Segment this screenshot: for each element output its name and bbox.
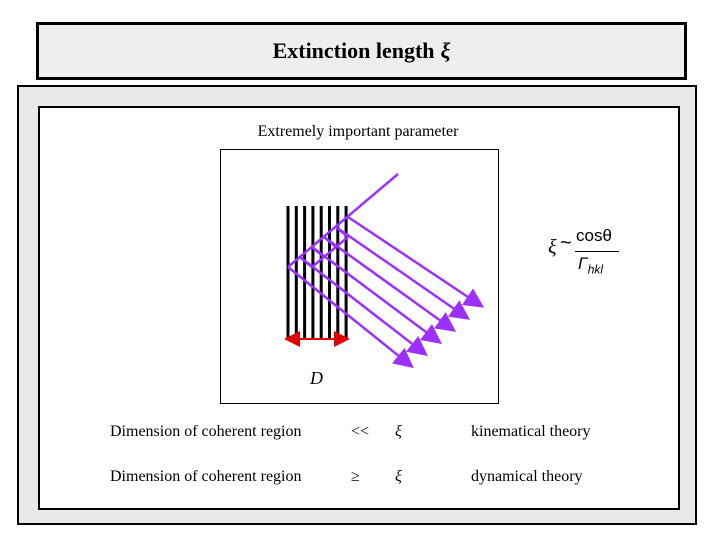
- diffracted-beam: [311, 245, 443, 344]
- dimension-label: D: [309, 368, 323, 388]
- row-operator: ≥: [351, 468, 360, 485]
- beam-connector: [311, 246, 325, 258]
- beam-connector: [323, 236, 337, 248]
- row-label: Dimension of coherent region: [110, 423, 302, 440]
- beam-connector: [299, 256, 313, 268]
- formula-denominator-sub: hkl: [587, 262, 604, 277]
- formula-relation: ~: [560, 232, 572, 254]
- row-symbol: ξ: [395, 423, 402, 440]
- diffracted-beam: [347, 215, 485, 308]
- diffracted-beam: [335, 225, 471, 320]
- slide-title-box: Extinction length ξ: [36, 22, 687, 80]
- formula-lhs: ξ: [548, 236, 557, 258]
- slide-title: Extinction length: [272, 38, 435, 63]
- diffracted-beam: [299, 256, 428, 357]
- formula-numerator: cosθ: [576, 226, 612, 245]
- row-symbol: ξ: [395, 468, 402, 485]
- formula-fraction-bar: [575, 251, 619, 252]
- incident-beam: [287, 173, 399, 268]
- comparison-row-dynamical: Dimension of coherent region ≥ ξ dynamic…: [110, 468, 670, 490]
- beam-connector: [335, 226, 349, 238]
- diffraction-diagram: D: [220, 149, 499, 404]
- row-label: Dimension of coherent region: [110, 468, 302, 485]
- diffracted-beam: [287, 266, 414, 369]
- diffracted-beam: [323, 235, 457, 332]
- row-theory: kinematical theory: [471, 423, 591, 440]
- diagram-subtitle: Extremely important parameter: [257, 123, 459, 140]
- diagram-frame: [220, 149, 499, 404]
- comparison-row-kinematical: Dimension of coherent region << ξ kinema…: [110, 423, 670, 445]
- row-theory: dynamical theory: [471, 468, 583, 485]
- extinction-formula: ξ ~ cosθ Γhkl: [548, 226, 628, 286]
- beam-connector: [335, 236, 349, 248]
- beam-connector: [323, 246, 337, 258]
- formula-denominator-base: Γ: [578, 254, 588, 273]
- row-operator: <<: [351, 423, 370, 440]
- formula-denominator: Γhkl: [578, 254, 603, 276]
- title-xi-symbol: ξ: [440, 38, 451, 63]
- beam-connector: [311, 256, 325, 268]
- beam-lines: [287, 173, 485, 369]
- content-inner-frame: [38, 106, 680, 510]
